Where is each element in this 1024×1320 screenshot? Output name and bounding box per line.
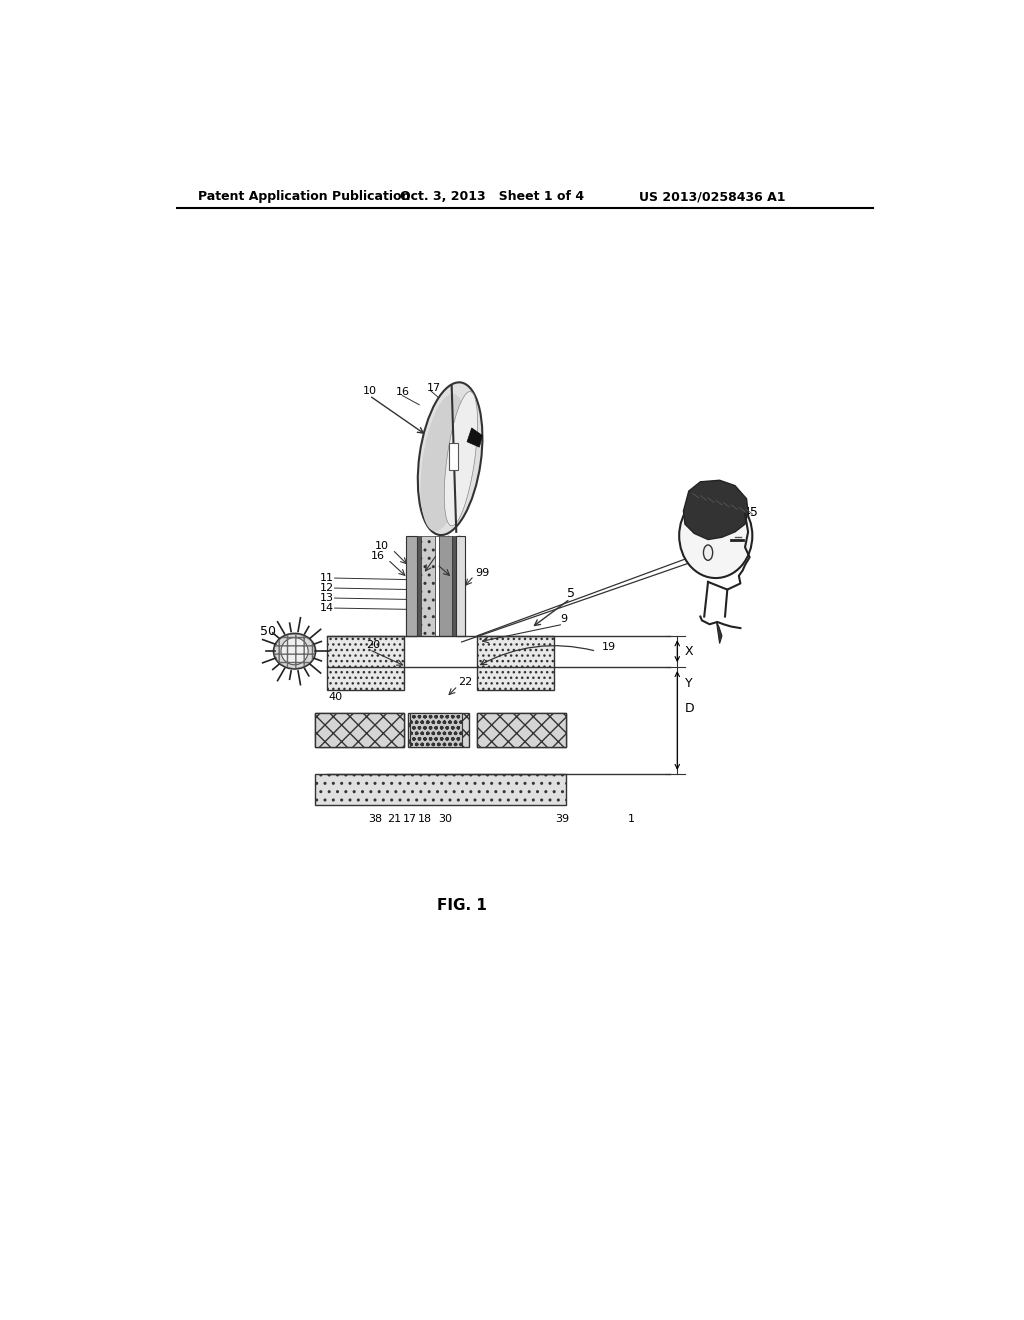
Bar — [456, 536, 465, 636]
Ellipse shape — [444, 392, 477, 525]
Text: 19: 19 — [602, 643, 615, 652]
Text: 13: 13 — [319, 593, 334, 603]
Text: US 2013/0258436 A1: US 2013/0258436 A1 — [639, 190, 785, 203]
Bar — [408, 570, 416, 636]
Text: Patent Application Publication: Patent Application Publication — [199, 190, 411, 203]
Text: X: X — [685, 644, 693, 657]
Text: 12: 12 — [319, 583, 334, 593]
Bar — [457, 570, 464, 636]
Ellipse shape — [703, 545, 713, 561]
Bar — [408, 713, 469, 747]
Bar — [417, 536, 421, 636]
Bar — [435, 536, 439, 636]
Text: Oct. 3, 2013   Sheet 1 of 4: Oct. 3, 2013 Sheet 1 of 4 — [400, 190, 584, 203]
Bar — [315, 713, 403, 747]
Text: 15: 15 — [438, 546, 453, 556]
Polygon shape — [717, 622, 722, 644]
Bar — [421, 536, 435, 636]
Text: FIG. 1: FIG. 1 — [436, 898, 486, 913]
Ellipse shape — [421, 393, 467, 531]
Text: 22: 22 — [458, 677, 472, 686]
Text: 10: 10 — [375, 541, 389, 552]
Ellipse shape — [273, 634, 315, 669]
Text: 15: 15 — [451, 408, 464, 417]
Text: D: D — [685, 702, 694, 715]
Text: 18: 18 — [418, 814, 432, 824]
Bar — [327, 636, 403, 689]
Text: 18: 18 — [446, 388, 461, 399]
Text: 30: 30 — [437, 814, 452, 824]
Text: 40: 40 — [328, 693, 342, 702]
Text: 16: 16 — [396, 388, 411, 397]
Bar — [407, 570, 417, 636]
Ellipse shape — [679, 494, 753, 578]
Bar — [315, 775, 565, 805]
Bar — [315, 713, 403, 747]
Text: 25: 25 — [453, 430, 467, 441]
Text: 45: 45 — [742, 506, 759, 519]
Bar — [477, 713, 565, 747]
Text: 39: 39 — [555, 814, 568, 824]
Text: 10: 10 — [364, 385, 377, 396]
Polygon shape — [467, 428, 482, 447]
Text: 17: 17 — [427, 383, 441, 393]
Bar — [477, 713, 565, 747]
Text: 25: 25 — [438, 556, 453, 566]
Polygon shape — [683, 480, 749, 540]
Ellipse shape — [418, 383, 482, 535]
Text: 21: 21 — [387, 814, 401, 824]
Text: 11: 11 — [319, 573, 334, 583]
Bar — [452, 536, 456, 636]
Bar — [439, 536, 452, 636]
Text: 99: 99 — [453, 453, 467, 462]
Text: 14: 14 — [319, 603, 334, 612]
Text: 16: 16 — [371, 552, 385, 561]
Text: 17: 17 — [403, 814, 417, 824]
Bar — [477, 636, 554, 689]
Bar — [449, 444, 458, 470]
Bar — [407, 536, 417, 636]
Text: 9: 9 — [560, 614, 567, 624]
Text: 99: 99 — [475, 568, 489, 578]
Text: 38: 38 — [369, 814, 383, 824]
Text: 5: 5 — [567, 587, 575, 601]
Bar — [410, 713, 463, 747]
Text: Y: Y — [685, 677, 692, 690]
Bar — [456, 570, 465, 636]
Text: 1: 1 — [628, 814, 635, 824]
Circle shape — [281, 638, 308, 665]
Text: 20: 20 — [367, 640, 380, 649]
Text: 50: 50 — [260, 626, 275, 639]
